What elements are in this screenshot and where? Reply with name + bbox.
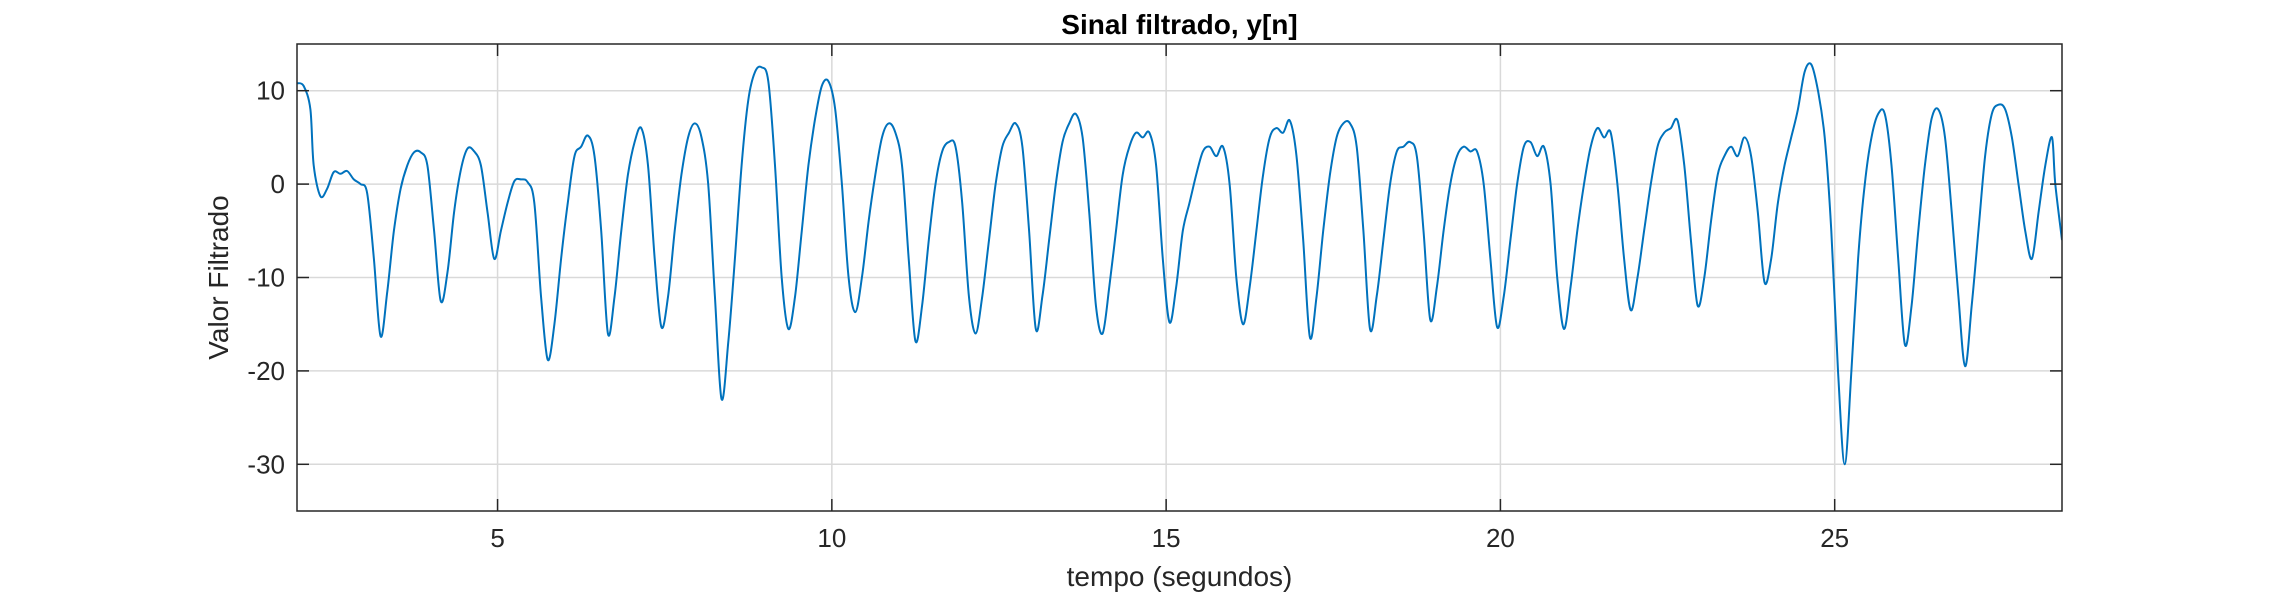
grid — [297, 44, 2062, 511]
x-tick-label: 15 — [1152, 523, 1181, 553]
x-tick-label: 10 — [817, 523, 846, 553]
series-layer — [297, 62, 2062, 466]
tick-labels: 5 10 15 20 25 -30 -20 -10 0 10 — [247, 76, 1849, 553]
chart-title: Sinal filtrado, y[n] — [1061, 9, 1297, 40]
y-tick-label: 0 — [271, 169, 285, 199]
y-tick-label: -20 — [247, 356, 285, 386]
y-tick-label: -30 — [247, 449, 285, 479]
axis-ticks — [297, 44, 2062, 511]
y-tick-label: -10 — [247, 263, 285, 293]
series-line — [297, 62, 2062, 466]
y-tick-label: 10 — [256, 76, 285, 106]
x-tick-label: 5 — [490, 523, 504, 553]
x-tick-label: 25 — [1820, 523, 1849, 553]
x-axis-label: tempo (segundos) — [1067, 561, 1293, 592]
x-tick-label: 20 — [1486, 523, 1515, 553]
y-axis-label: Valor Filtrado — [203, 195, 234, 359]
